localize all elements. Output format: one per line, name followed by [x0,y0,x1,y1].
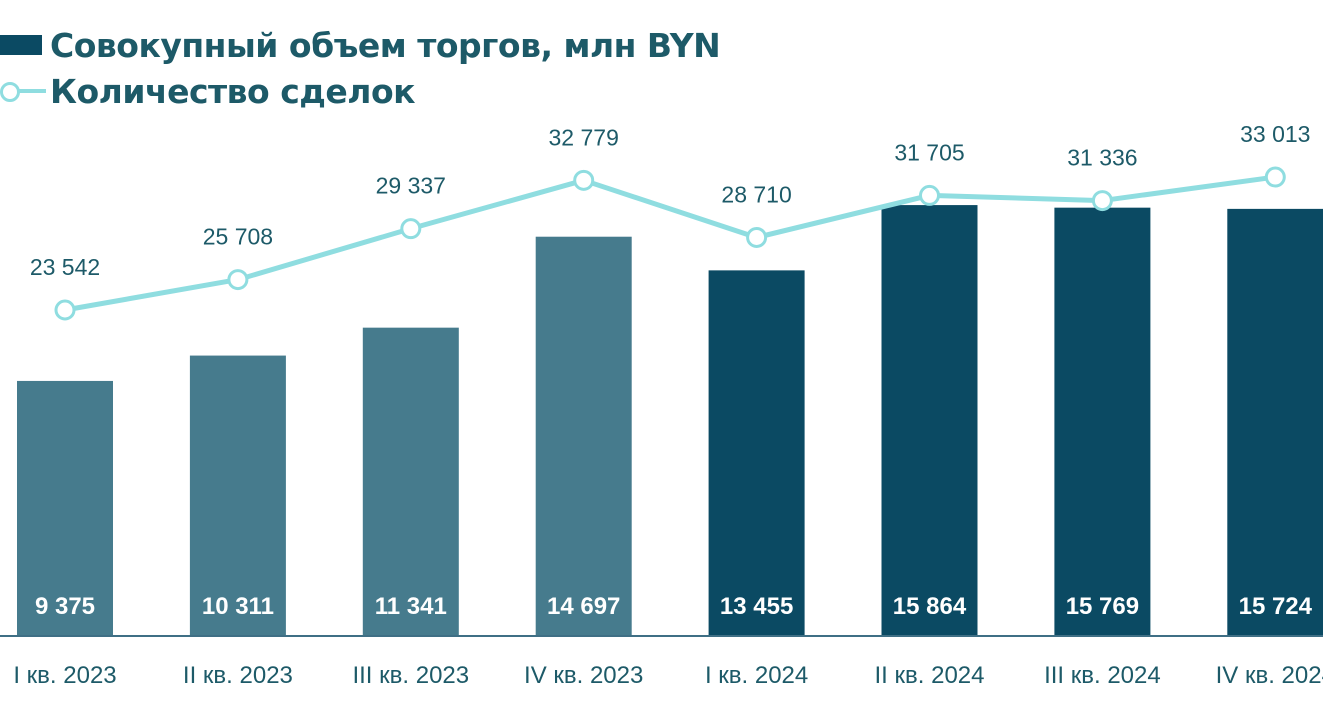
x-tick-label: I кв. 2024 [705,662,808,689]
line-point [1264,166,1286,188]
legend-label-volume: Совокупный объем торгов, млн BYN [50,25,721,65]
bar-value-label: 11 341 [375,593,447,620]
x-tick-label: II кв. 2023 [183,662,293,689]
line-point [227,269,249,291]
line-value-label: 31 336 [1067,145,1137,171]
line-series [64,174,1276,313]
x-tick-label: III кв. 2023 [352,662,469,689]
legend-item-deals: Количество сделок [0,68,720,114]
line-value-label: 28 710 [721,181,791,207]
bar-value-label: 15 864 [893,593,967,620]
x-tick-label: I кв. 2023 [13,662,116,689]
bar-value-label: 14 697 [547,593,620,620]
line-value-label: 32 779 [549,124,619,150]
line-point [919,184,940,206]
bar-value-label: 10 311 [202,593,274,620]
x-tick-label: III кв. 2024 [1044,662,1161,689]
legend-label-deals: Количество сделок [50,71,416,111]
bar-value-label: 15 724 [1239,593,1313,620]
bar-value-label: 15 769 [1066,593,1139,620]
line-point [54,299,76,321]
bar [535,236,632,635]
x-tick-label: IV кв. 2024 [1216,662,1323,689]
line-value-label: 33 013 [1240,121,1310,147]
x-tick-label: IV кв. 2023 [524,662,643,689]
bar [708,270,805,635]
line-point [400,218,422,240]
legend: Совокупный объем торгов, млн BYN Количес… [0,22,721,114]
line-value-label: 29 337 [376,173,446,199]
line-point [1091,190,1113,212]
bar [881,205,978,635]
bar [1054,207,1151,635]
line-point [746,226,768,248]
legend-line-swatch [0,81,46,102]
line-value-label: 31 705 [894,139,964,165]
line-value-label: 25 708 [203,224,273,250]
bar [189,355,286,635]
legend-item-volume: Совокупный объем торгов, млн BYN [0,22,721,68]
bar [1227,208,1323,636]
bar [17,380,113,635]
line-point [573,169,595,191]
x-tick-label: II кв. 2024 [875,662,985,689]
bar-value-label: 13 455 [720,593,793,620]
legend-bar-swatch [0,35,42,55]
bar [362,327,459,635]
line-value-label: 23 542 [30,254,100,280]
bar-value-label: 9 375 [35,593,95,620]
